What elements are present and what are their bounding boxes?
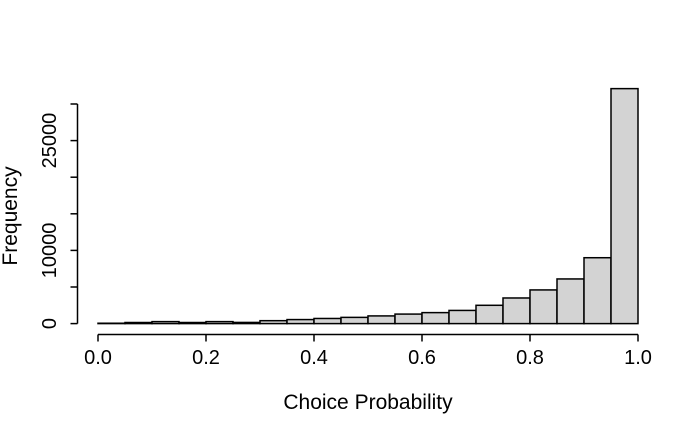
histogram-bar [421, 311, 450, 325]
x-tick-label: 0.2 [192, 347, 220, 369]
histogram-bar [556, 278, 585, 325]
y-tick-label: 10000 [39, 223, 61, 279]
histogram-bar [151, 320, 180, 325]
histogram-bar [205, 320, 234, 325]
y-axis-title: Frequency [0, 166, 22, 266]
y-tick-label: 0 [39, 318, 61, 329]
histogram-bar [340, 316, 369, 325]
histogram-bar [502, 297, 531, 325]
histogram-bar [448, 309, 477, 325]
histogram-bar [610, 87, 639, 325]
histogram-bar [394, 313, 423, 325]
x-tick-label: 0.0 [84, 347, 112, 369]
histogram-bar [232, 321, 261, 325]
x-tick-label: 1.0 [624, 347, 652, 369]
histogram-bar [178, 321, 207, 325]
x-tick-label: 0.6 [408, 347, 436, 369]
histogram-bar [367, 315, 396, 325]
axes-group: 0 10000 25000 0.0 0.2 0.4 0.6 0.8 1.0 [39, 103, 652, 369]
bars-group [97, 87, 639, 325]
x-axis-title: Choice Probability [283, 391, 453, 414]
x-tick-label: 0.8 [516, 347, 544, 369]
histogram-bar [313, 317, 342, 325]
histogram-bar [583, 256, 612, 325]
histogram-bar [475, 304, 504, 325]
y-tick-label: 25000 [39, 113, 61, 169]
histogram-bar [286, 318, 315, 325]
x-tick-label: 0.4 [300, 347, 328, 369]
histogram-bar [259, 319, 288, 325]
histogram-bar [124, 321, 153, 325]
histogram-bar [529, 289, 558, 325]
